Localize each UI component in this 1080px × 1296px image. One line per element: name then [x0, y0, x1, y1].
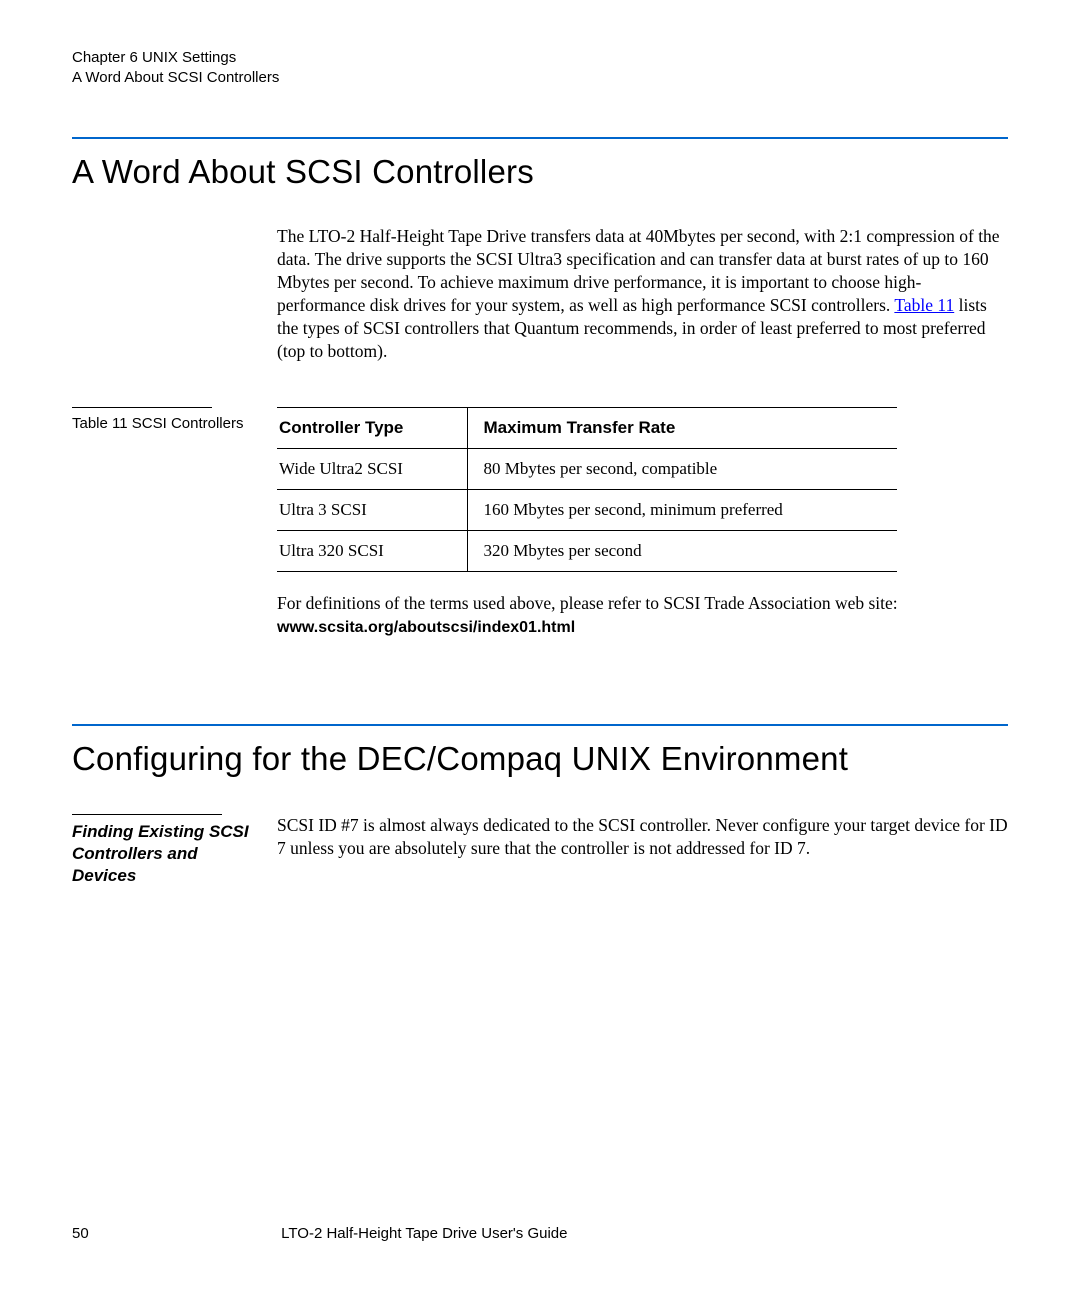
- section1-rule: [72, 137, 1008, 139]
- subsection-rule: [72, 814, 222, 815]
- section2-rule: [72, 724, 1008, 726]
- footer-title: LTO-2 Half-Height Tape Drive User's Guid…: [281, 1225, 567, 1242]
- section1-paragraph: The LTO-2 Half-Height Tape Drive transfe…: [277, 225, 1008, 364]
- table-caption-rule: [72, 407, 212, 408]
- cell-rate: 160 Mbytes per second, minimum preferred: [467, 490, 897, 531]
- subsection-heading: Finding Existing SCSI Controllers and De…: [72, 821, 249, 887]
- after-table-note: For definitions of the terms used above,…: [277, 592, 1008, 638]
- running-header: Chapter 6 UNIX Settings A Word About SCS…: [72, 48, 1008, 89]
- header-line2: A Word About SCSI Controllers: [72, 68, 1008, 88]
- table-block: Table 11 SCSI Controllers Controller Typ…: [72, 407, 1008, 572]
- th-controller-type: Controller Type: [277, 408, 467, 449]
- page-number: 50: [72, 1225, 277, 1242]
- table-row: Wide Ultra2 SCSI 80 Mbytes per second, c…: [277, 449, 897, 490]
- page-footer: 50 LTO-2 Half-Height Tape Drive User's G…: [72, 1225, 1008, 1242]
- header-line1: Chapter 6 UNIX Settings: [72, 48, 1008, 68]
- section1-title: A Word About SCSI Controllers: [72, 153, 1008, 191]
- table-header-row: Controller Type Maximum Transfer Rate: [277, 408, 897, 449]
- table-row: Ultra 3 SCSI 160 Mbytes per second, mini…: [277, 490, 897, 531]
- table-caption-column: Table 11 SCSI Controllers: [72, 407, 277, 434]
- para-pre: The LTO-2 Half-Height Tape Drive transfe…: [277, 226, 1000, 315]
- section2-title: Configuring for the DEC/Compaq UNIX Envi…: [72, 740, 1008, 778]
- cell-type: Ultra 3 SCSI: [277, 490, 467, 531]
- section2: Configuring for the DEC/Compaq UNIX Envi…: [72, 724, 1008, 887]
- table-row: Ultra 320 SCSI 320 Mbytes per second: [277, 531, 897, 572]
- th-max-rate: Maximum Transfer Rate: [467, 408, 897, 449]
- scsi-trade-url: www.scsita.org/aboutscsi/index01.html: [277, 619, 575, 636]
- cell-rate: 320 Mbytes per second: [467, 531, 897, 572]
- subsection-finding-devices: Finding Existing SCSI Controllers and De…: [72, 814, 1008, 887]
- cell-type: Wide Ultra2 SCSI: [277, 449, 467, 490]
- subsection-left: Finding Existing SCSI Controllers and De…: [72, 814, 277, 887]
- table11-link[interactable]: Table 11: [894, 295, 954, 315]
- scsi-controllers-table: Controller Type Maximum Transfer Rate Wi…: [277, 407, 897, 572]
- after-table-text: For definitions of the terms used above,…: [277, 593, 898, 613]
- subsection-body: SCSI ID #7 is almost always dedicated to…: [277, 814, 1008, 860]
- cell-type: Ultra 320 SCSI: [277, 531, 467, 572]
- cell-rate: 80 Mbytes per second, compatible: [467, 449, 897, 490]
- table-caption: Table 11 SCSI Controllers: [72, 414, 257, 434]
